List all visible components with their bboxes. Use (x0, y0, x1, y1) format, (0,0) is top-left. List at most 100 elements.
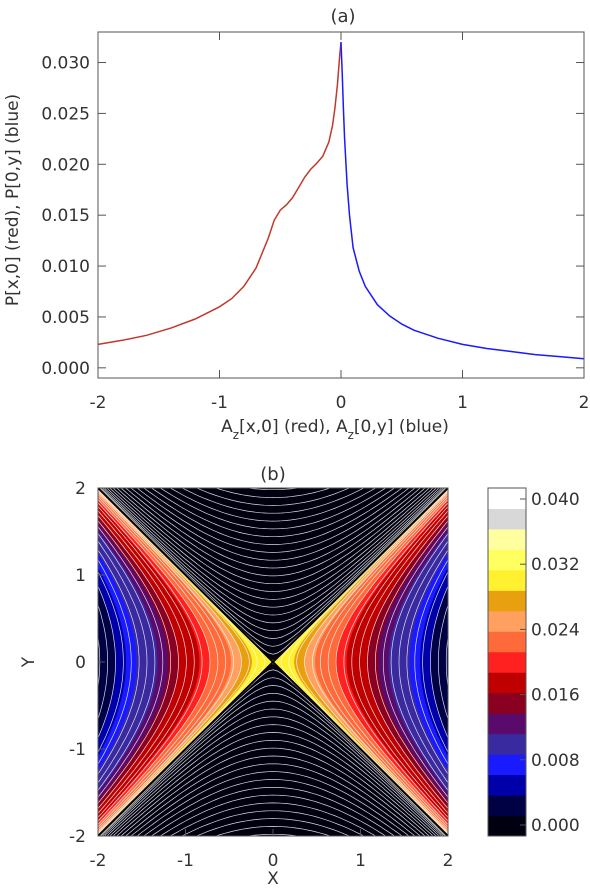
colorbar-tick-label: 0.032 (531, 555, 580, 575)
contour-line (143, 779, 403, 836)
contour-line (445, 634, 448, 690)
y-tick-label: 0.020 (41, 155, 90, 175)
contour-line (98, 506, 195, 818)
contour-line (367, 514, 448, 810)
colorbar-tick-label: 0.008 (531, 751, 580, 771)
contour-line (98, 549, 140, 775)
contour-line (98, 491, 234, 833)
x-tick-label: -2 (90, 851, 107, 871)
y-tick-label: 0.030 (41, 54, 90, 74)
contour-line (99, 488, 447, 639)
contour-line (382, 526, 448, 798)
y-tick-label: 0 (75, 653, 86, 673)
contour-line (102, 488, 444, 624)
panel-a-x-ticks: -2 -1 0 1 2 (90, 32, 590, 413)
contour-line (150, 786, 396, 836)
contour-line (98, 510, 187, 814)
contour-line (319, 493, 448, 831)
contour-line (414, 559, 448, 765)
contour-line (195, 488, 351, 506)
contour-line (98, 559, 132, 765)
contour-line (98, 496, 219, 828)
panel-b-heatmap (98, 488, 448, 836)
series-line-blue (340, 42, 585, 360)
panel-a-x-axis-label: Az[x,0] (red), Az[0,y] (blue) (221, 417, 449, 442)
colorbar (488, 488, 526, 837)
contour-line (169, 488, 377, 522)
colorbar-frame (487, 487, 527, 837)
x-tick-label: 1 (457, 393, 468, 413)
y-tick-label: 0.010 (41, 257, 90, 277)
contour-line (343, 502, 448, 822)
contour-line (296, 489, 448, 835)
contour-line (359, 510, 448, 814)
colorbar-swatch (488, 672, 526, 694)
colorbar-swatch (488, 610, 526, 632)
colorbar-swatch (488, 774, 526, 796)
contour-line (125, 488, 421, 569)
contour-line (98, 502, 203, 822)
contour-line (100, 488, 446, 632)
contour-line (159, 488, 387, 530)
x-tick-label: 2 (579, 393, 590, 413)
x-tick-label: 1 (355, 851, 366, 871)
y-tick-label: -1 (69, 740, 86, 760)
panel-a-title: (a) (330, 6, 355, 27)
contour-line (181, 810, 365, 836)
x-tick-label: -1 (177, 851, 194, 871)
contour-line (181, 488, 365, 514)
y-tick-label: 0.015 (41, 206, 90, 226)
panel-b-x-axis-label: X (267, 869, 279, 889)
colorbar-tick-label: 0.024 (531, 620, 580, 640)
panel-a-plot-area (97, 42, 585, 360)
contour-line (98, 493, 227, 831)
contour-line (102, 700, 444, 836)
y-tick-label: 0.000 (41, 359, 90, 379)
colorbar-swatch (488, 692, 526, 714)
colorbar-swatch (488, 795, 526, 817)
contour-line (106, 488, 440, 608)
contour-line (130, 763, 416, 836)
contour-line (98, 526, 164, 798)
contour-line (103, 488, 443, 616)
y-tick-label: 0.005 (41, 308, 90, 328)
heatmap-band-top (98, 488, 448, 661)
contour-line (398, 540, 448, 784)
contour-line (438, 604, 448, 720)
colorbar-swatch (488, 713, 526, 735)
contour-line (120, 747, 426, 836)
contour-line (422, 570, 448, 754)
contour-line (98, 499, 211, 825)
contour-line (214, 488, 332, 498)
x-tick-label: 0 (268, 851, 279, 871)
panel-b-x-ticks: -2 -1 0 1 2 (90, 829, 453, 871)
y-tick-label: 0.025 (41, 104, 90, 124)
contour-line (98, 489, 250, 835)
contour-line (112, 488, 434, 592)
contour-line (98, 604, 108, 720)
contour-line (351, 506, 448, 818)
colorbar-swatch (488, 488, 526, 509)
contour-line (109, 488, 437, 600)
colorbar-swatch (488, 754, 526, 776)
contour-line (327, 496, 448, 828)
contour-line (136, 771, 410, 836)
y-tick-label: 2 (75, 479, 86, 499)
colorbar-tick-label: 0.016 (531, 686, 580, 706)
contour-line (98, 570, 124, 754)
contour-line (390, 533, 448, 791)
contour-line (103, 708, 443, 836)
contour-line (195, 818, 351, 836)
contour-line (136, 488, 410, 553)
contour-line (98, 533, 156, 791)
colorbar-tick-label: 0.040 (531, 490, 580, 510)
contour-line (116, 739, 430, 836)
panel-b-title: (b) (260, 464, 285, 485)
contour-line (109, 724, 437, 836)
contour-line (106, 716, 440, 836)
x-tick-label: 0 (336, 393, 347, 413)
contour-line (125, 755, 421, 836)
x-tick-label: -1 (211, 393, 228, 413)
